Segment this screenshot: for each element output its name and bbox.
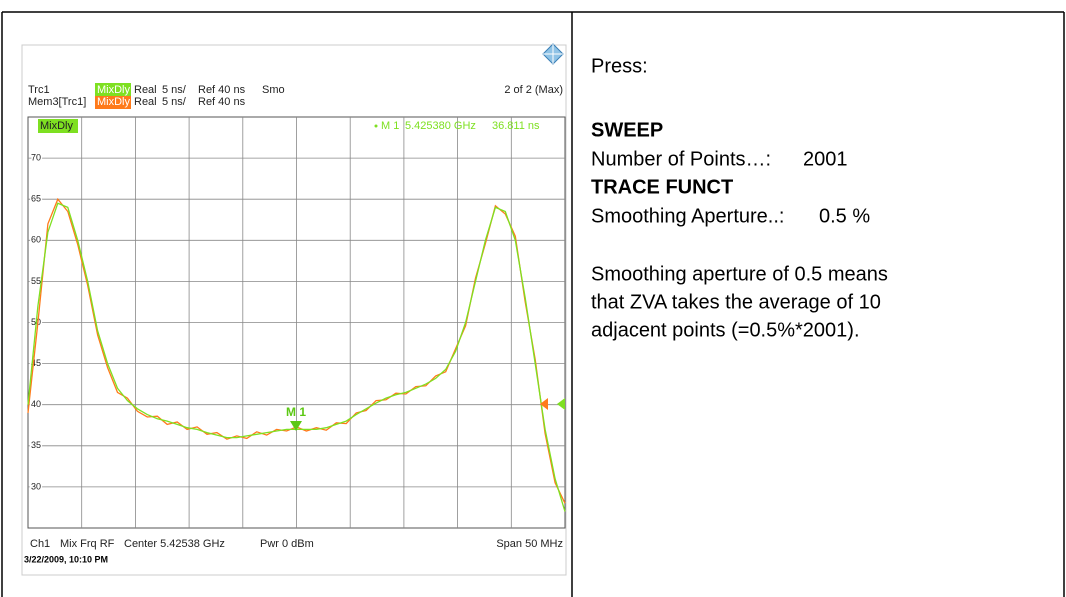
trace-ref: Ref 40 ns	[198, 96, 246, 108]
setting-label: Number of Points…:	[591, 148, 771, 170]
trace-name: Trc1	[28, 84, 50, 96]
y-tick-label: 30	[31, 481, 41, 491]
trace-tag-bg	[95, 83, 131, 96]
screenshot-frame	[21, 44, 567, 576]
footer-channel: Ch1	[30, 538, 50, 550]
marker-response: 36.811 ns	[492, 120, 540, 132]
y-tick-label: 35	[31, 440, 41, 450]
trace-name: Mem3[Trc1]	[28, 96, 86, 108]
y-tick-label: 55	[31, 276, 41, 286]
footer-center: Center 5.42538 GHz	[124, 538, 225, 550]
y-tick-label: 70	[31, 152, 41, 162]
marker-bullet	[374, 124, 378, 128]
trace-scale: 5 ns/	[162, 84, 187, 96]
footer-power: Pwr 0 dBm	[260, 538, 314, 550]
setting-label: Smoothing Aperture..:	[591, 205, 784, 227]
trace-label: MixDly	[97, 84, 130, 96]
trace-tag: MixDly	[40, 120, 73, 132]
y-tick-label: 40	[31, 399, 41, 409]
logo	[542, 43, 564, 65]
marker-name: M 1	[381, 120, 399, 132]
footer-span: Span 50 MHz	[496, 538, 563, 550]
trace-scale: 5 ns/	[162, 96, 187, 108]
trace-format: Real	[134, 96, 157, 108]
ref-arrow	[557, 398, 565, 410]
menu: SWEEP	[591, 119, 663, 141]
note-line: Smoothing aperture of 0.5 means	[591, 263, 888, 285]
note-line: that ZVA takes the average of 10	[591, 291, 881, 313]
y-tick-label: 65	[31, 194, 41, 204]
note-line: adjacent points (=0.5%*2001).	[591, 319, 860, 341]
intro: Press:	[591, 55, 648, 77]
page-indicator: 2 of 2 (Max)	[504, 84, 563, 96]
marker-label: M 1	[286, 405, 306, 419]
trace-tag-bg	[95, 96, 131, 109]
trace-ref: Ref 40 ns	[198, 84, 246, 96]
menu: TRACE FUNCT	[591, 176, 733, 198]
marker-stimulus: 5.425380 GHz	[405, 120, 476, 132]
trace-tag-bg	[38, 119, 78, 133]
setting-value: 2001	[803, 148, 848, 170]
ref-arrow	[540, 398, 548, 410]
setting-value: 0.5 %	[819, 205, 870, 227]
footer-mode: Mix Frq RF	[60, 538, 115, 550]
y-tick-label: 60	[31, 235, 41, 245]
marker-symbol	[290, 421, 302, 431]
trace-label: MixDly	[97, 96, 130, 108]
trace-format: Real	[134, 84, 157, 96]
trace-function: Smo	[262, 84, 285, 96]
timestamp: 3/22/2009, 10:10 PM	[24, 554, 108, 564]
